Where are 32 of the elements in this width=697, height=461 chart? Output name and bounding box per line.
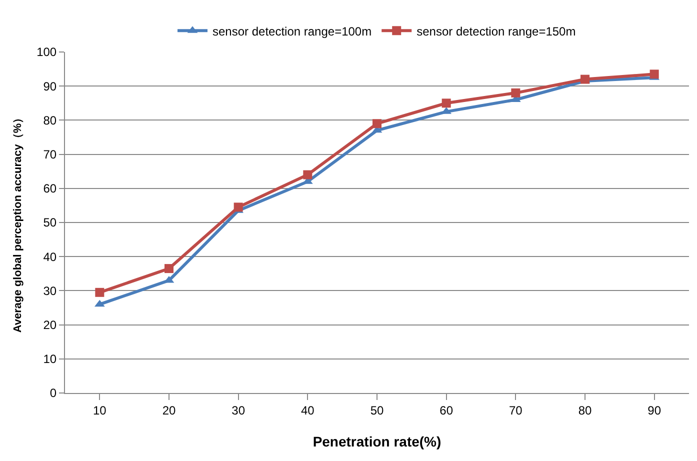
y-tick-label: 60 [43, 182, 57, 196]
x-tick-label: 90 [648, 403, 662, 418]
point [442, 98, 451, 108]
y-tick-label: 20 [43, 318, 57, 332]
y-axis-title: Average global perception accuracy（%） [12, 112, 24, 333]
x-tick-label: 70 [508, 403, 523, 418]
point [234, 202, 243, 212]
y-tick-label: 90 [43, 79, 57, 94]
x-tick-label: 80 [578, 403, 592, 418]
x-axis-title: Penetration rate(%) [312, 434, 442, 450]
y-tick-label: 0 [50, 386, 57, 400]
y-tick-label: 80 [43, 113, 57, 128]
x-tick-label: 60 [440, 403, 454, 418]
point [303, 170, 312, 180]
point [95, 288, 104, 297]
point [164, 264, 174, 274]
point [511, 88, 520, 98]
legend-label: sensor detection range=100m [212, 24, 372, 38]
y-tick-label: 30 [43, 284, 57, 298]
legend-label: sensor detection range=150m [416, 24, 576, 38]
y-tick-label: 100 [36, 45, 57, 60]
x-tick-label: 10 [92, 403, 107, 418]
x-tick-label: 30 [232, 403, 246, 418]
x-tick-label: 40 [300, 403, 315, 418]
y-tick-label: 70 [43, 148, 57, 162]
point [650, 70, 659, 79]
y-tick-label: 50 [43, 216, 57, 230]
x-tick-label: 20 [162, 403, 176, 418]
x-tick-label: 50 [370, 403, 384, 418]
y-tick-label: 10 [43, 352, 57, 366]
y-tick-label: 40 [43, 250, 57, 264]
point [372, 119, 382, 128]
